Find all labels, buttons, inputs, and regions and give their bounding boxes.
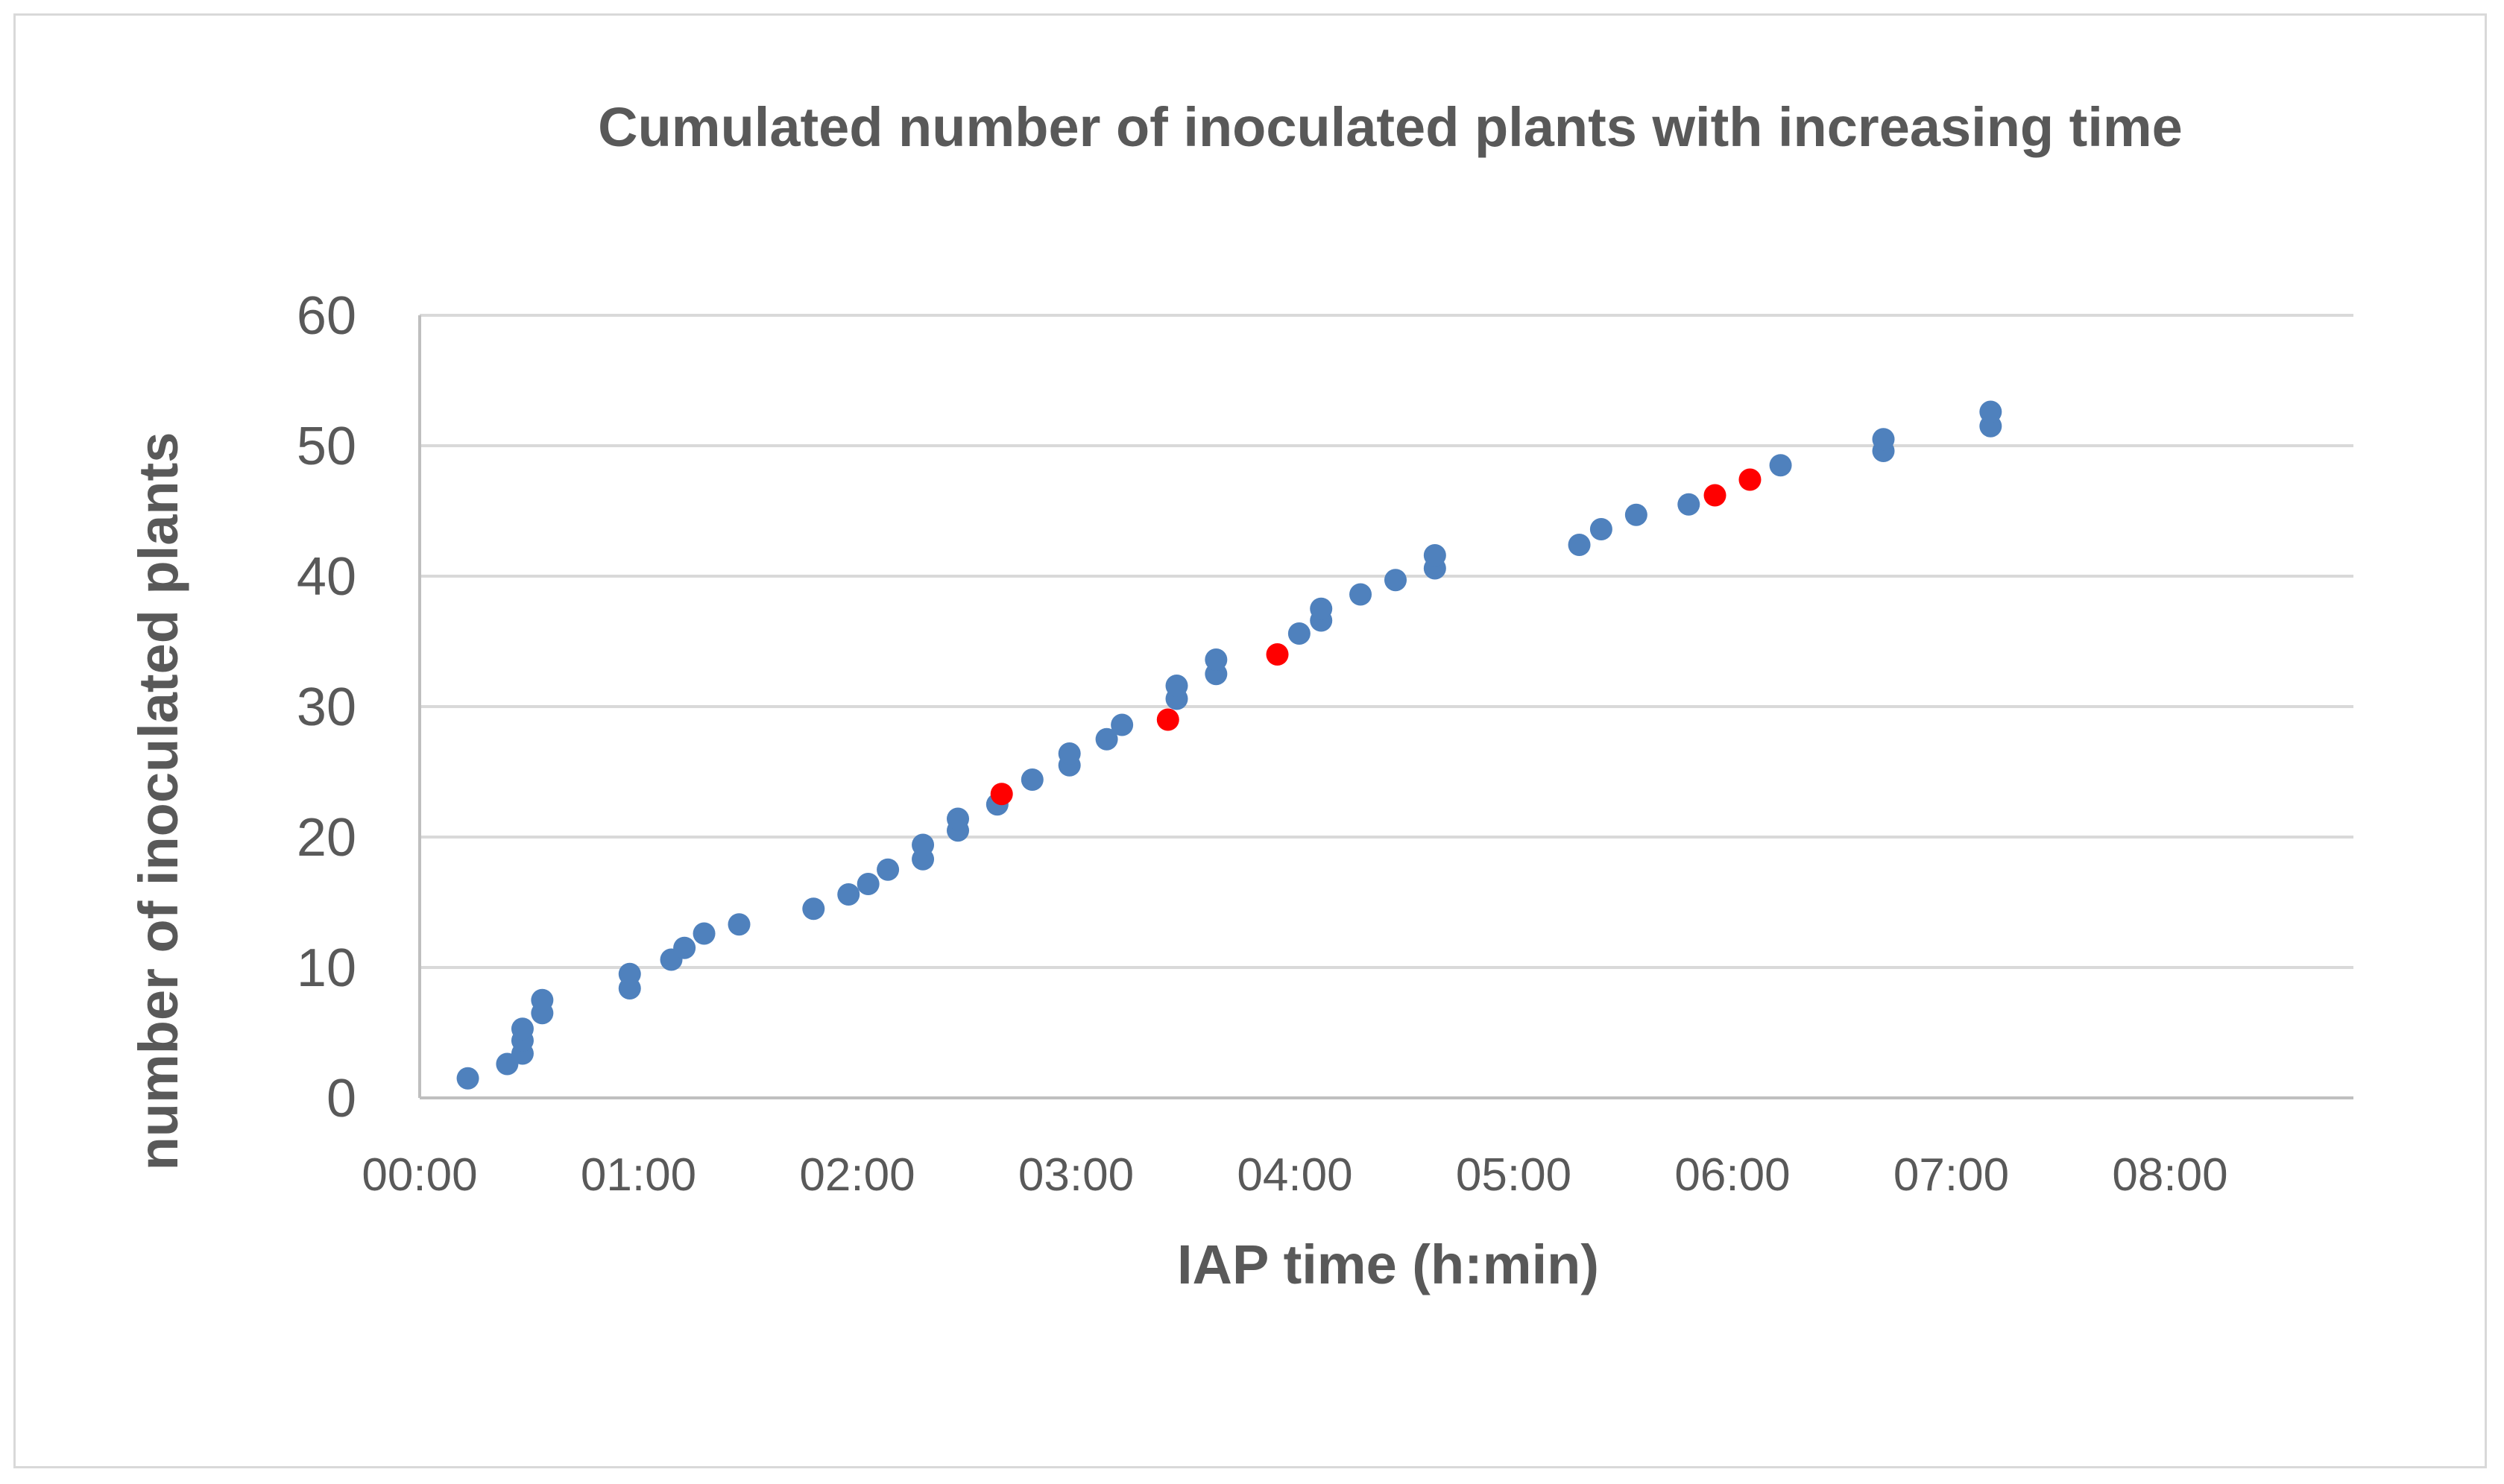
y-tick-labels: 0 10 20 30 40 50 60: [297, 286, 356, 1128]
data-point-red-4: [1738, 468, 1762, 491]
x-tick-label-6: 06:00: [1674, 1149, 1790, 1201]
y-tick-label-30: 30: [297, 678, 356, 737]
x-tick-label-0: 00:00: [362, 1149, 477, 1201]
data-point-blue-31: [1287, 622, 1311, 645]
chart-title: Cumulated number of inoculated plants wi…: [598, 96, 2183, 158]
x-tick-label-5: 05:00: [1456, 1149, 1571, 1201]
data-point-blue-16: [877, 858, 900, 881]
y-tick-label-10: 10: [297, 938, 356, 998]
data-point-blue-12: [728, 913, 751, 936]
data-point-red-1: [1156, 708, 1179, 731]
data-point-blue-30: [1205, 648, 1228, 671]
data-point-blue-8: [618, 962, 641, 985]
data-point-blue-34: [1349, 583, 1372, 606]
x-tick-label-3: 03:00: [1018, 1149, 1134, 1201]
data-point-blue-35: [1384, 569, 1407, 592]
data-point-blue-38: [1568, 534, 1591, 556]
data-point-blue-6: [531, 988, 554, 1011]
data-point-blue-39: [1589, 518, 1612, 540]
x-tick-label-2: 02:00: [799, 1149, 915, 1201]
data-point-red-2: [1266, 643, 1289, 666]
data-point-blue-0: [456, 1067, 479, 1090]
grid-lines: [420, 314, 2353, 969]
y-tick-label-0: 0: [327, 1069, 356, 1128]
data-point-blue-11: [693, 922, 716, 945]
data-point-blue-4: [511, 1017, 534, 1041]
data-point-blue-28: [1165, 675, 1188, 697]
data-point-blue-37: [1423, 544, 1446, 566]
data-point-red-0: [990, 783, 1013, 806]
data-point-blue-15: [857, 873, 880, 895]
data-point-blue-24: [1058, 742, 1081, 765]
x-tick-label-8: 08:00: [2112, 1149, 2227, 1201]
data-point-blue-22: [1021, 768, 1044, 791]
data-point-blue-26: [1111, 713, 1134, 736]
x-tick-label-1: 01:00: [581, 1149, 696, 1201]
data-point-blue-25: [1095, 727, 1118, 751]
y-tick-label-60: 60: [297, 286, 356, 346]
data-point-red-3: [1703, 484, 1726, 507]
data-point-blue-41: [1677, 493, 1700, 516]
data-points: [456, 400, 2002, 1090]
chart-frame: [13, 13, 2487, 1468]
y-tick-label-50: 50: [297, 417, 356, 476]
y-axis-title: number of inoculated plants: [127, 432, 189, 1171]
data-point-blue-13: [802, 897, 825, 921]
x-tick-label-7: 07:00: [1893, 1149, 2009, 1201]
data-point-blue-44: [1872, 428, 1895, 451]
axes: [418, 315, 2353, 1099]
data-point-blue-10: [673, 936, 696, 959]
x-axis-title: IAP time (h:min): [1177, 1234, 1599, 1295]
data-point-blue-46: [1979, 400, 2002, 423]
data-point-blue-40: [1624, 503, 1647, 526]
data-point-blue-18: [912, 833, 935, 856]
x-tick-labels: 00:00 01:00 02:00 03:00 04:00 05:00 06:00 07:00…: [362, 1149, 2227, 1201]
x-tick-label-4: 04:00: [1237, 1149, 1352, 1201]
y-tick-label-40: 40: [297, 547, 356, 607]
y-tick-label-20: 20: [297, 808, 356, 868]
data-point-blue-14: [837, 883, 860, 906]
data-point-blue-42: [1769, 454, 1792, 477]
data-point-blue-20: [947, 807, 970, 830]
data-point-blue-33: [1310, 597, 1333, 620]
